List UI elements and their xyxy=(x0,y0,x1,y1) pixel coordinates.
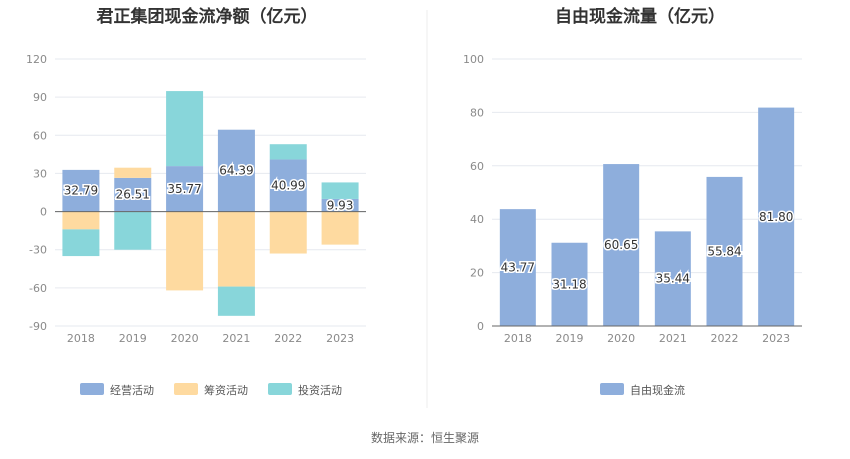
bar-2019-series-0 xyxy=(551,242,588,326)
y-tick-label: 100 xyxy=(463,53,484,66)
free-cash-flow-chart: 100 80 60 40 20 0 2018 43.77 2019 31.18 2020 60.65 2… xyxy=(463,53,802,345)
legend-swatch xyxy=(268,383,292,395)
y-tick-label: -60 xyxy=(29,282,47,295)
x-tick-label: 2019 xyxy=(119,332,147,345)
y-tick-label: -30 xyxy=(29,244,47,257)
x-tick-label: 2023 xyxy=(326,332,354,345)
bar-2020-series-0 xyxy=(603,164,640,326)
bar-2018-series-0 xyxy=(62,169,100,212)
data-label: 32.79 xyxy=(64,184,98,198)
y-tick-label: 20 xyxy=(470,267,484,280)
bar-2021-series-0 xyxy=(217,129,255,212)
legend-label: 自由现金流 xyxy=(630,383,685,397)
x-tick-label: 2021 xyxy=(222,332,250,345)
bar-2018-series-2 xyxy=(62,229,100,257)
bar-2019-series-1 xyxy=(114,167,152,178)
y-tick-label: 60 xyxy=(33,129,47,142)
data-label: 81.80 xyxy=(759,210,793,224)
legend-label: 经营活动 xyxy=(110,383,154,397)
right-chart-title: 自由现金流量（亿元） xyxy=(555,6,725,27)
legend-swatch xyxy=(600,383,624,395)
legend-label: 筹资活动 xyxy=(204,383,248,397)
data-label: 35.77 xyxy=(167,182,201,196)
bar-2019-series-0 xyxy=(114,177,152,212)
x-tick-label: 2022 xyxy=(274,332,302,345)
data-label: 9.93 xyxy=(327,198,354,212)
legend-swatch xyxy=(174,383,198,395)
x-tick-label: 2018 xyxy=(504,332,532,345)
data-label: 55.84 xyxy=(707,244,741,258)
bar-2021-series-0 xyxy=(654,231,691,326)
bar-2022-series-1 xyxy=(269,211,307,254)
x-tick-label: 2019 xyxy=(556,332,584,345)
right-chart-legend: 自由现金流 xyxy=(600,383,685,397)
bar-2020-series-0 xyxy=(166,166,204,212)
net-cash-flow-chart: 120 90 60 30 0 -30 -60 -90 2018 32.79 2019 26.51 202… xyxy=(26,53,366,345)
data-label: 43.77 xyxy=(501,261,535,275)
bar-2022-series-2 xyxy=(269,144,307,160)
y-tick-label: 80 xyxy=(470,106,484,119)
x-tick-label: 2020 xyxy=(171,332,199,345)
bar-2021-series-2 xyxy=(217,286,255,316)
data-label: 35.44 xyxy=(656,272,690,286)
data-label: 64.39 xyxy=(219,164,253,178)
y-tick-label: 0 xyxy=(477,320,484,333)
bar-2022-series-0 xyxy=(706,176,743,326)
bar-2023-series-0 xyxy=(321,198,359,212)
data-label: 40.99 xyxy=(271,179,305,193)
legend-label: 投资活动 xyxy=(298,383,342,397)
bar-2020-series-2 xyxy=(166,91,204,167)
bar-2021-series-1 xyxy=(217,211,255,287)
source-note: 数据来源：恒生聚源 xyxy=(371,430,479,445)
y-tick-label: 30 xyxy=(33,167,47,180)
bar-2020-series-1 xyxy=(166,211,204,291)
y-tick-label: 40 xyxy=(470,213,484,226)
bar-2019-series-2 xyxy=(114,211,152,250)
left-chart-legend: 经营活动 筹资活动 投资活动 xyxy=(80,383,342,397)
data-label: 31.18 xyxy=(552,277,586,291)
y-tick-label: 0 xyxy=(40,206,47,219)
data-label: 26.51 xyxy=(116,188,150,202)
bar-2022-series-0 xyxy=(269,159,307,212)
bar-2023-series-1 xyxy=(321,211,359,245)
bar-2023-series-0 xyxy=(758,107,795,327)
legend-swatch xyxy=(80,383,104,395)
x-tick-label: 2022 xyxy=(711,332,739,345)
x-tick-label: 2023 xyxy=(762,332,790,345)
bar-2023-series-2 xyxy=(321,182,359,199)
x-tick-label: 2021 xyxy=(659,332,687,345)
data-label: 60.65 xyxy=(604,238,638,252)
x-tick-label: 2020 xyxy=(607,332,635,345)
left-chart-title: 君正集团现金流净额（亿元） xyxy=(97,6,318,27)
y-tick-label: -90 xyxy=(29,320,47,333)
bar-2018-series-1 xyxy=(62,211,100,230)
y-tick-label: 60 xyxy=(470,160,484,173)
x-tick-label: 2018 xyxy=(67,332,95,345)
bar-2018-series-0 xyxy=(499,209,536,326)
y-tick-label: 120 xyxy=(26,53,47,66)
y-tick-label: 90 xyxy=(33,91,47,104)
